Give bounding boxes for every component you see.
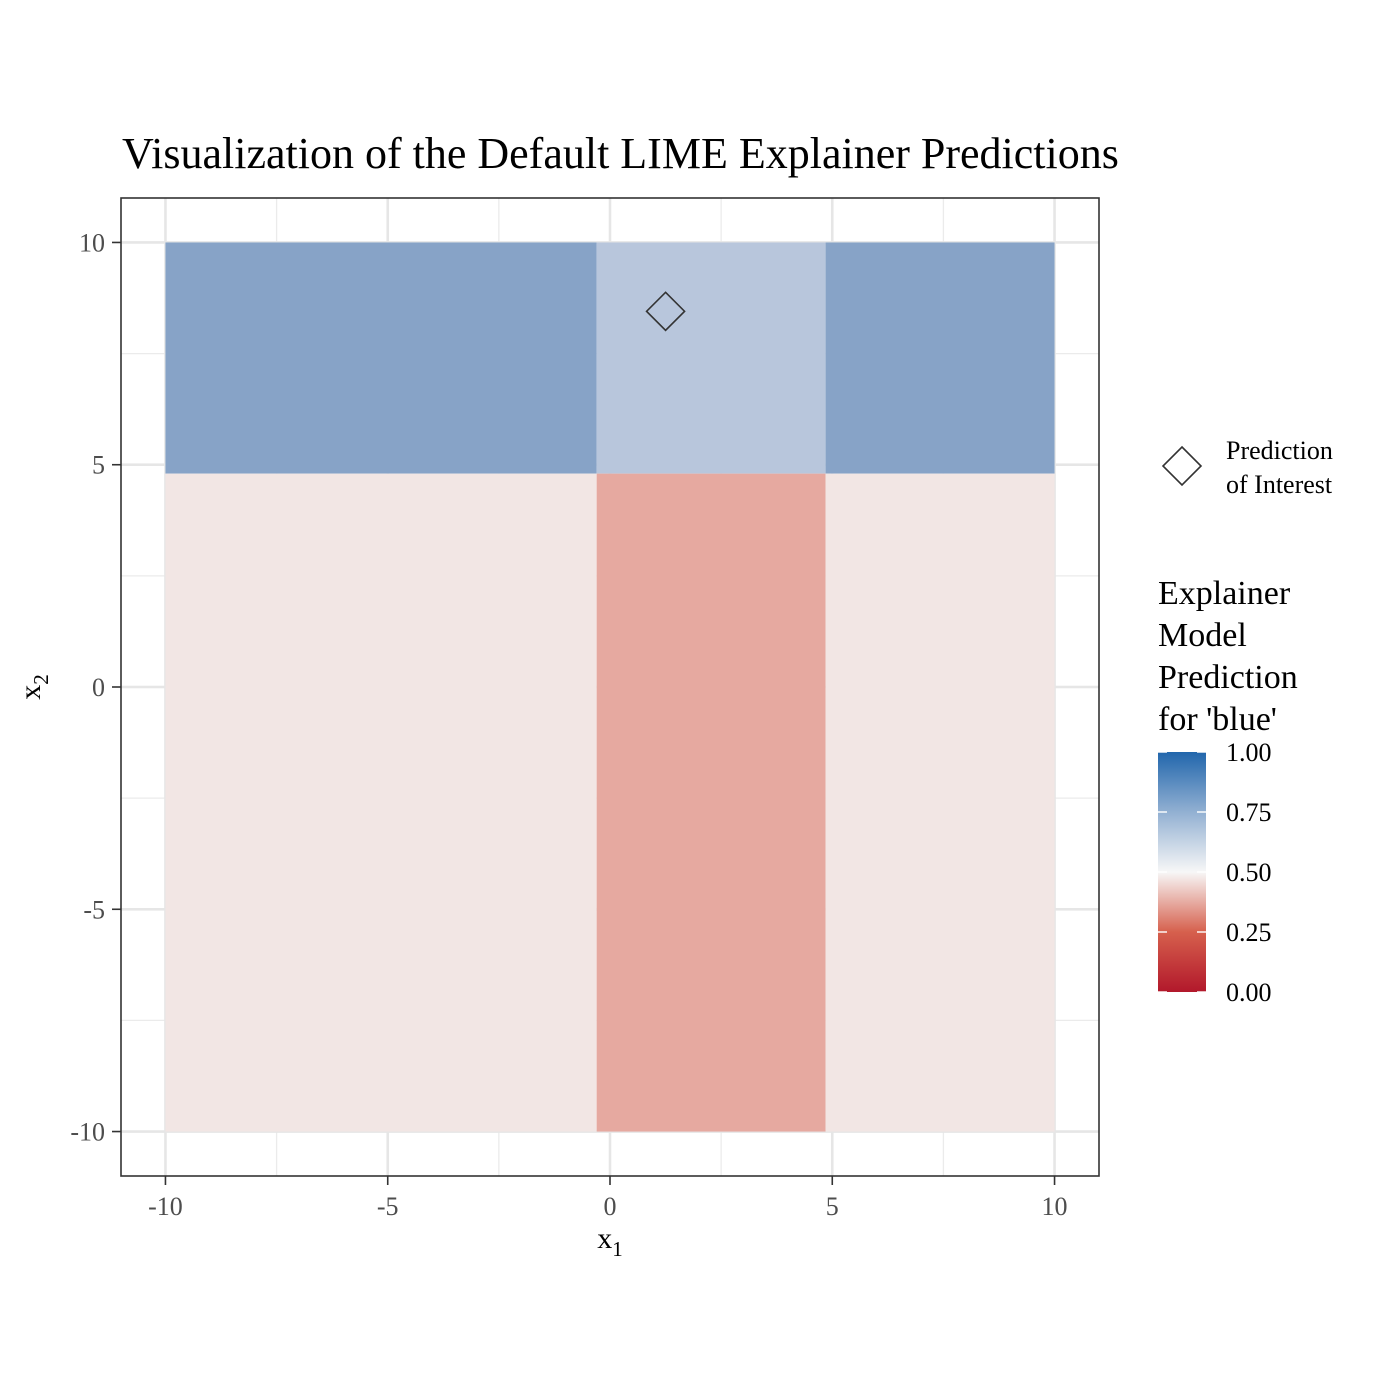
colorbar-tick-label-2: 0.50 bbox=[1226, 858, 1272, 887]
region-tile-0 bbox=[165, 242, 597, 474]
x-axis-label: x1 bbox=[597, 1222, 623, 1261]
colorbar-title-line-1: Explainer bbox=[1158, 575, 1291, 612]
colorbar-tick-label-4: 0.00 bbox=[1226, 978, 1272, 1007]
x-tick-label-0: -10 bbox=[148, 1192, 183, 1221]
legend-shape-label-line-2: of Interest bbox=[1226, 470, 1333, 499]
y-tick-label-3: 5 bbox=[92, 451, 105, 480]
colorbar-tick-label-0: 1.00 bbox=[1226, 738, 1272, 767]
x-tick-label-3: 5 bbox=[826, 1192, 839, 1221]
shape-legend: Prediction of Interest bbox=[1161, 436, 1333, 499]
x-tick-label-1: -5 bbox=[377, 1192, 399, 1221]
region-tile-5 bbox=[825, 473, 1055, 1132]
region-tile-4 bbox=[596, 473, 826, 1132]
colorbar-tick-label-1: 0.75 bbox=[1226, 798, 1272, 827]
y-tick-label-0: -10 bbox=[70, 1118, 105, 1147]
region-tile-2 bbox=[825, 242, 1055, 474]
y-tick-label-4: 10 bbox=[79, 228, 105, 257]
colorbar-title-line-4: for 'blue' bbox=[1158, 701, 1277, 738]
colorbar-ticks: 1.00 0.75 0.50 0.25 0.00 bbox=[1158, 738, 1272, 1007]
prediction-regions bbox=[165, 242, 1055, 1132]
x-tick-label-2: 0 bbox=[604, 1192, 617, 1221]
x-axis-label-subscript: 1 bbox=[612, 1237, 623, 1261]
y-tick-label-1: -5 bbox=[83, 895, 105, 924]
x-axis-label-base: x bbox=[597, 1222, 612, 1255]
y-tick-label-2: 0 bbox=[92, 673, 105, 702]
region-tile-1 bbox=[596, 242, 826, 474]
colorbar-title-line-3: Prediction bbox=[1158, 659, 1298, 696]
x-tick-label-4: 10 bbox=[1042, 1192, 1068, 1221]
y-axis-label-base: x bbox=[14, 685, 47, 700]
point-of-interest-marker bbox=[645, 291, 686, 332]
colorbar-legend: Explainer Model Prediction for 'blue' 1.… bbox=[1158, 575, 1298, 1007]
x-axis: -10 -5 0 5 10 bbox=[148, 1176, 1068, 1221]
chart-title: Visualization of the Default LIME Explai… bbox=[122, 129, 1119, 178]
y-axis-label: x2 bbox=[14, 674, 53, 700]
region-tile-3 bbox=[165, 473, 597, 1132]
point-of-interest-layer bbox=[645, 291, 686, 332]
y-axis: -10 -5 0 5 10 bbox=[70, 228, 121, 1147]
legend-diamond-icon bbox=[1161, 445, 1203, 487]
colorbar-tick-label-3: 0.25 bbox=[1226, 918, 1272, 947]
legend-shape-label-line-1: Prediction bbox=[1226, 436, 1333, 465]
colorbar-title-line-2: Model bbox=[1158, 617, 1247, 654]
y-axis-label-subscript: 2 bbox=[29, 674, 53, 685]
